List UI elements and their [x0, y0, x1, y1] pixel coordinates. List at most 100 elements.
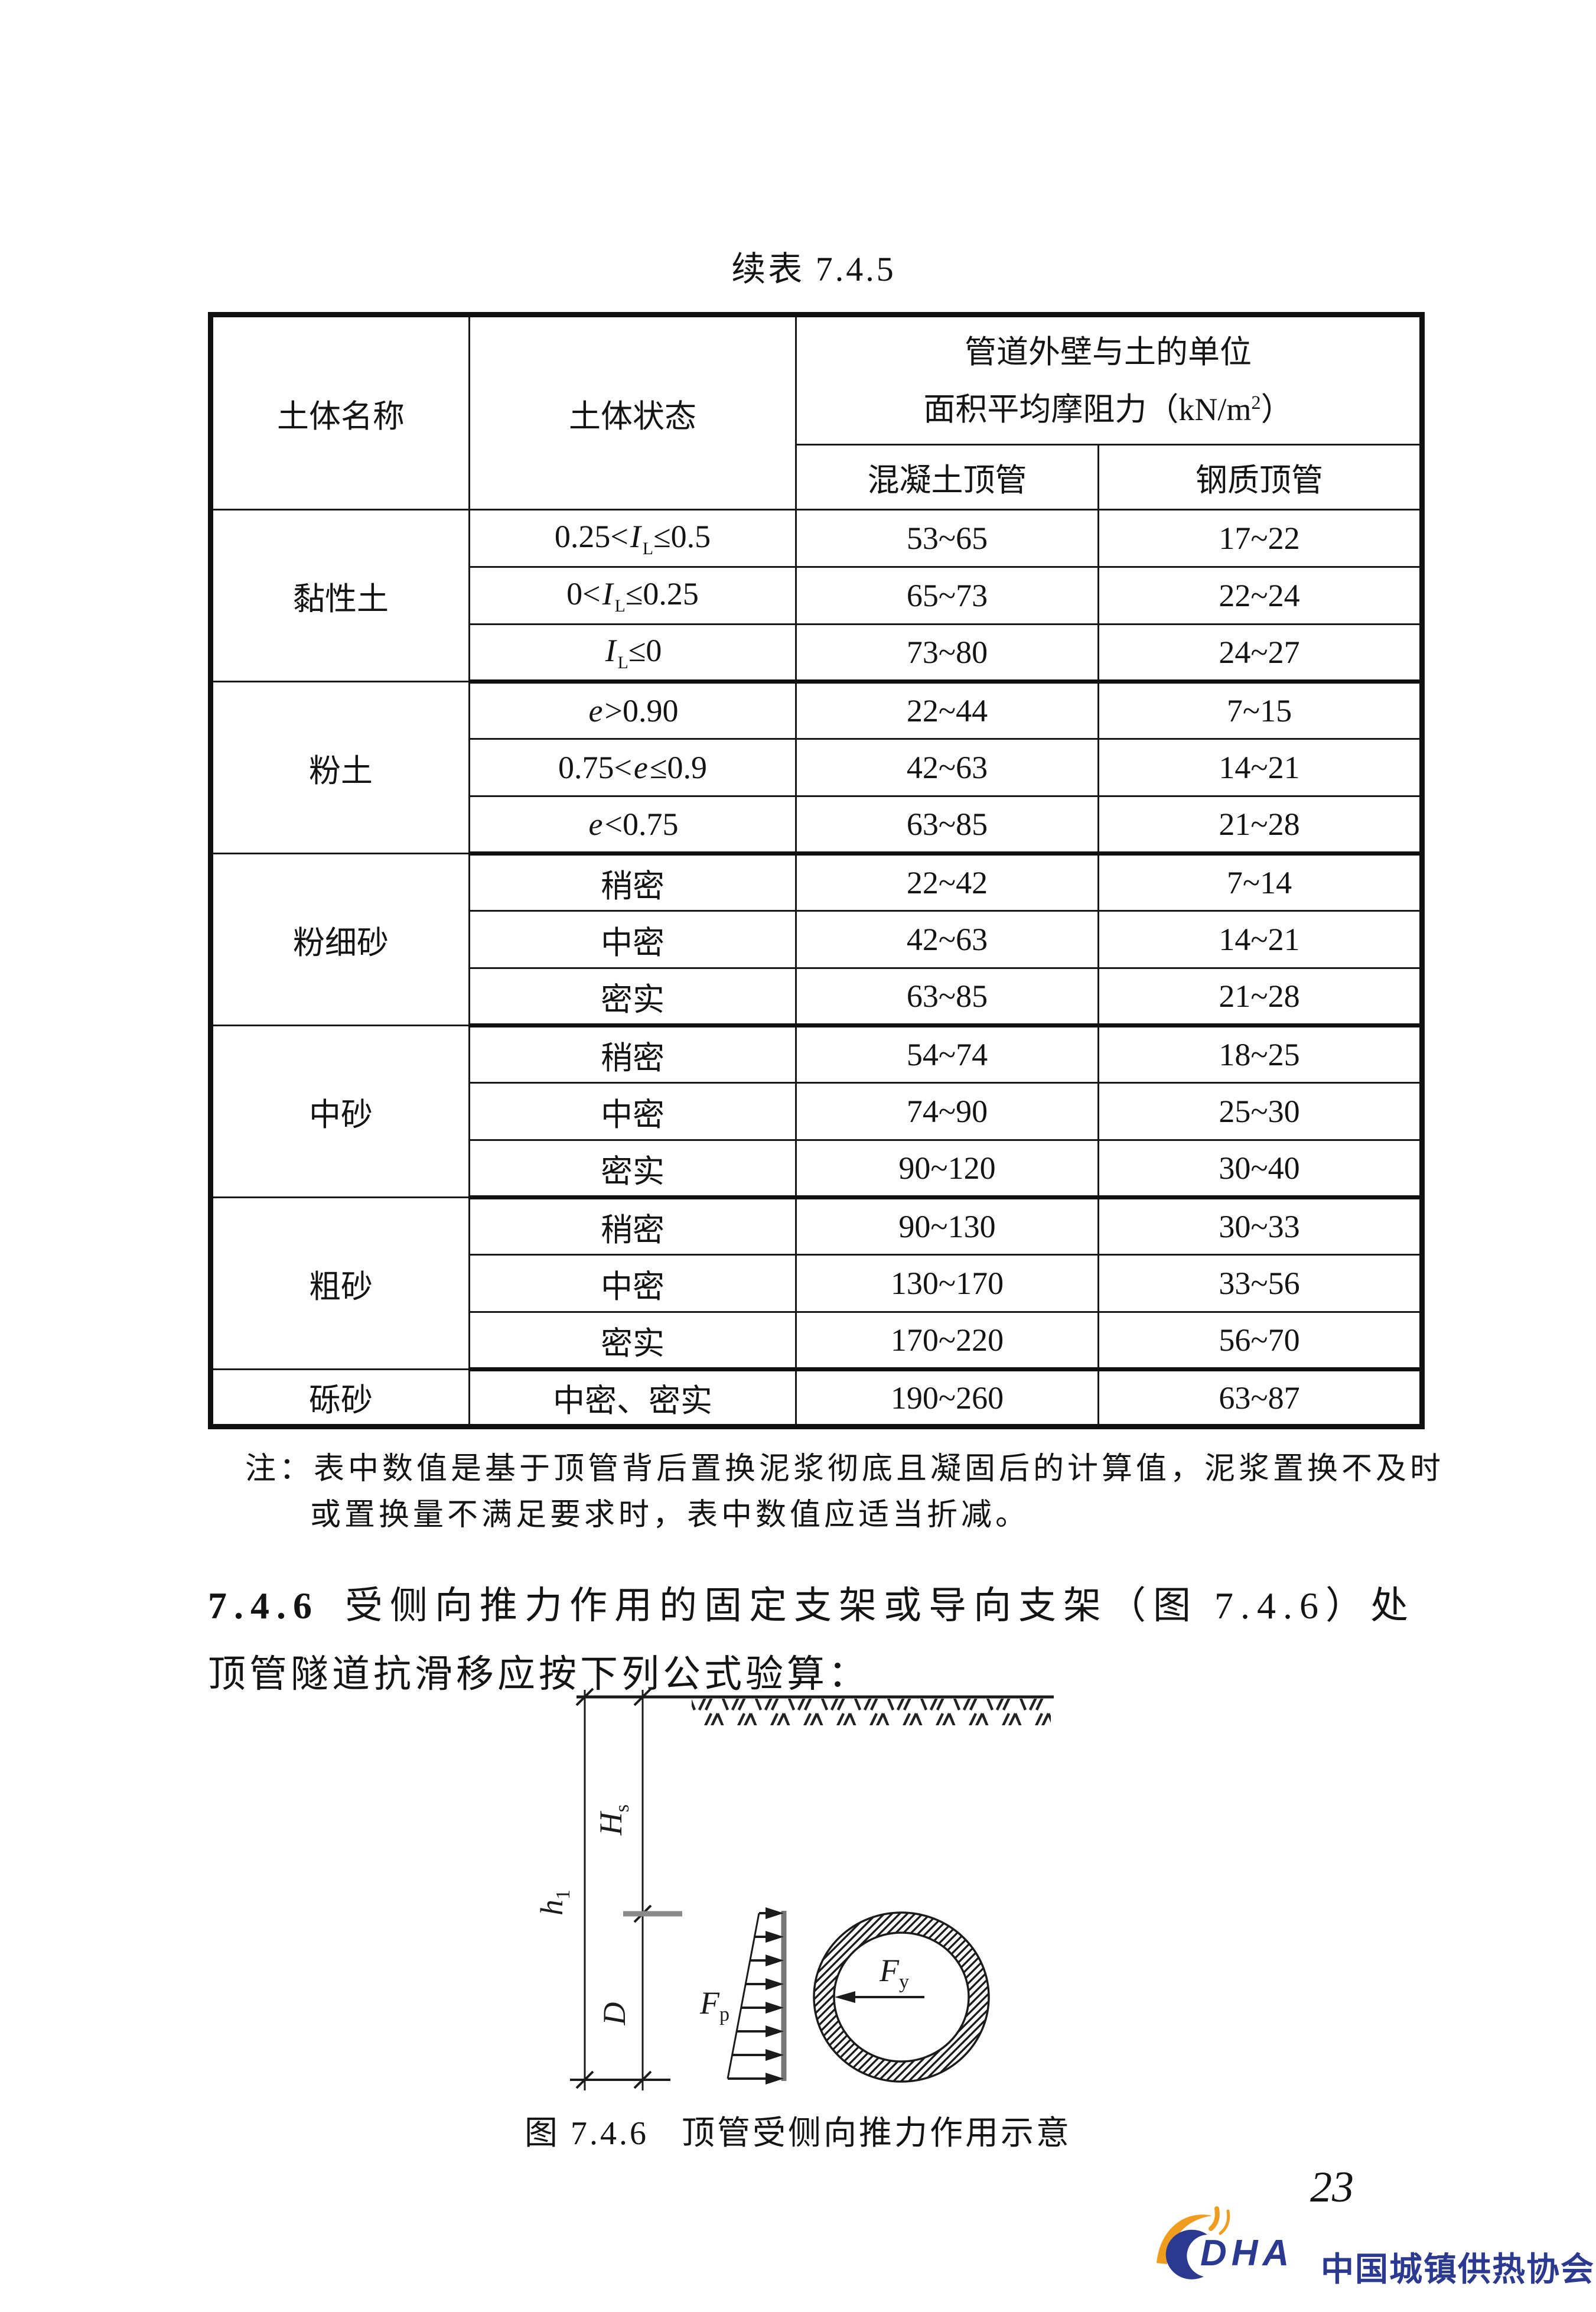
table-row: 密实 90~120 30~40	[211, 1139, 1423, 1199]
soil-state-cell: 稍密	[468, 1025, 797, 1084]
soil-state-cell: 稍密	[468, 1196, 797, 1256]
soil-name-cell: 中砂	[210, 1025, 470, 1198]
figure-caption-label: 图 7.4.6	[525, 2115, 649, 2152]
friction-steel-cell: 33~56	[1097, 1254, 1423, 1313]
section-number: 7.4.6	[208, 1585, 319, 1627]
friction-concrete-cell: 53~65	[795, 509, 1099, 568]
friction-steel-cell: 30~40	[1097, 1139, 1423, 1199]
friction-concrete-cell: 90~130	[795, 1196, 1099, 1256]
continued-table-title: 续表 7.4.5	[731, 250, 896, 288]
table-row: I L≤0 73~80 24~27	[211, 623, 1423, 684]
friction-concrete-cell: 22~44	[795, 681, 1099, 740]
friction-concrete-cell: 73~80	[795, 623, 1099, 684]
soil-friction-table: 土体名称 土体状态 管道外壁与土的单位 面积平均摩阻力（kN/m2） 混凝土顶管…	[208, 312, 1425, 1429]
friction-concrete-cell: 190~260	[795, 1368, 1099, 1429]
friction-steel-cell: 21~28	[1097, 967, 1423, 1027]
table-row: 砾砂 中密、密实 190~260 63~87	[210, 1368, 1423, 1429]
header-unit-line2: 面积平均摩阻力（kN/m2）	[923, 391, 1293, 427]
friction-steel-cell: 14~21	[1097, 910, 1423, 969]
friction-concrete-cell: 63~85	[795, 967, 1099, 1027]
friction-steel-cell: 30~33	[1097, 1196, 1423, 1256]
note-line1: 表中数值是基于顶管背后置换泥浆彻底且凝固后的计算值，泥浆置换不及时	[314, 1452, 1445, 1486]
table-row: 密实 170~220 56~70	[211, 1311, 1423, 1371]
friction-concrete-cell: 90~120	[795, 1139, 1099, 1199]
label-Fy: Fy	[879, 1953, 909, 1993]
soil-name-cell: 粗砂	[210, 1196, 470, 1370]
table-row: 中密 130~170 33~56	[211, 1254, 1423, 1313]
section-line1: 7.4.6 受侧向推力作用的固定支架或导向支架（图 7.4.6）处	[208, 1585, 1415, 1627]
friction-concrete-cell: 22~42	[795, 853, 1099, 912]
soil-state-cell: 稍密	[468, 853, 797, 912]
soil-state-cell: e>0.90	[468, 681, 797, 740]
friction-concrete-cell: 74~90	[795, 1082, 1099, 1141]
friction-steel-cell: 24~27	[1097, 623, 1423, 684]
lateral-pressure-load: Fp	[699, 1907, 787, 2085]
section-7-4-6: 7.4.6 受侧向推力作用的固定支架或导向支架（图 7.4.6）处 顶管隧道抗滑移…	[208, 1572, 1437, 1709]
table-row: 中砂 稍密 54~74 18~25	[210, 1025, 1423, 1198]
table-header-row-2: 混凝土顶管 钢质顶管	[211, 444, 1423, 510]
friction-concrete-cell: 42~63	[795, 910, 1099, 969]
pipe-cross-section: Fy	[813, 1911, 990, 2083]
dimension-lines	[570, 1687, 682, 2090]
soil-state-cell: 密实	[468, 967, 797, 1027]
friction-concrete-cell: 65~73	[795, 566, 1099, 625]
table-row: 粗砂 稍密 90~130 30~33	[210, 1196, 1423, 1370]
table-row: 密实 63~85 21~28	[211, 967, 1423, 1027]
soil-state-cell: 0.75<e≤0.9	[468, 738, 797, 797]
section-line2: 顶管隧道抗滑移应按下列公式验算：	[208, 1653, 869, 1695]
ground-hatch	[692, 1699, 1051, 1725]
table-row: 0.75<e≤0.9 42~63 14~21	[211, 738, 1423, 797]
table-row: 粉土 e>0.90 22~44 7~15	[210, 681, 1423, 854]
friction-steel-cell: 18~25	[1097, 1025, 1423, 1084]
logo-wave-1	[1209, 2206, 1220, 2231]
note-line2: 或置换量不满足要求时，表中数值应适当折减。	[310, 1498, 1030, 1532]
soil-state-cell: I L≤0	[468, 623, 797, 684]
logo-wave-2	[1219, 2209, 1230, 2235]
figure-caption: 图 7.4.6 顶管受侧向推力作用示意	[0, 2106, 1596, 2154]
friction-steel-cell: 14~21	[1097, 738, 1423, 797]
friction-concrete-cell: 130~170	[795, 1254, 1099, 1313]
friction-concrete-cell: 63~85	[795, 795, 1099, 856]
cdha-logo-icon	[1157, 2206, 1230, 2280]
label-h1: h1	[534, 1890, 574, 1916]
logo-acronym: DHA	[1200, 2233, 1294, 2274]
label-Hs: Hs	[593, 1804, 633, 1836]
table-row: 中密 74~90 25~30	[211, 1082, 1423, 1141]
Fy-arrowhead	[835, 1991, 855, 2003]
soil-state-cell: 密实	[468, 1139, 797, 1199]
friction-steel-cell: 7~14	[1097, 853, 1423, 912]
note-label: 注：	[245, 1452, 314, 1486]
page-number: 23	[1310, 2163, 1354, 2212]
soil-state-cell: 中密、密实	[468, 1368, 797, 1429]
table-header-row-1: 土体名称 土体状态 管道外壁与土的单位 面积平均摩阻力（kN/m2）	[210, 314, 1423, 510]
soil-state-cell: 中密	[468, 1082, 797, 1141]
friction-steel-cell: 56~70	[1097, 1311, 1423, 1371]
soil-state-cell: 0.25<I L≤0.5	[468, 509, 797, 568]
header-steel-pipe: 钢质顶管	[1097, 444, 1423, 510]
soil-state-cell: 中密	[468, 1254, 797, 1313]
soil-name-cell: 砾砂	[210, 1368, 470, 1429]
label-Fp: Fp	[699, 1985, 729, 2025]
header-soil-state: 土体状态	[468, 314, 797, 510]
friction-steel-cell: 63~87	[1097, 1368, 1423, 1429]
logo-organization-name: 中国城镇供热协会	[1321, 2251, 1595, 2288]
soil-state-cell: 0<I L≤0.25	[468, 566, 797, 625]
header-concrete-pipe: 混凝土顶管	[795, 444, 1099, 510]
table-row: 0<I L≤0.25 65~73 22~24	[211, 566, 1423, 625]
figure-caption-text: 顶管受侧向推力作用示意	[682, 2115, 1071, 2152]
soil-name-cell: 粉细砂	[210, 853, 470, 1026]
friction-steel-cell: 25~30	[1097, 1082, 1423, 1141]
header-unit-line1: 管道外壁与土的单位	[965, 334, 1252, 370]
friction-steel-cell: 21~28	[1097, 795, 1423, 856]
header-soil-name: 土体名称	[210, 314, 470, 510]
friction-steel-cell: 17~22	[1097, 509, 1423, 568]
table-row: e<0.75 63~85 21~28	[211, 795, 1423, 856]
table-note: 注：表中数值是基于顶管背后置换泥浆彻底且凝固后的计算值，泥浆置换不及时或置换量不…	[245, 1446, 1497, 1539]
table-row: 粉细砂 稍密 22~42 7~14	[210, 853, 1423, 1026]
ground-surface	[576, 1695, 1054, 1725]
logo-swoosh	[1157, 2215, 1212, 2264]
friction-concrete-cell: 42~63	[795, 738, 1099, 797]
friction-steel-cell: 7~15	[1097, 681, 1423, 740]
soil-state-cell: e<0.75	[468, 795, 797, 856]
table-row: 中密 42~63 14~21	[211, 910, 1423, 969]
